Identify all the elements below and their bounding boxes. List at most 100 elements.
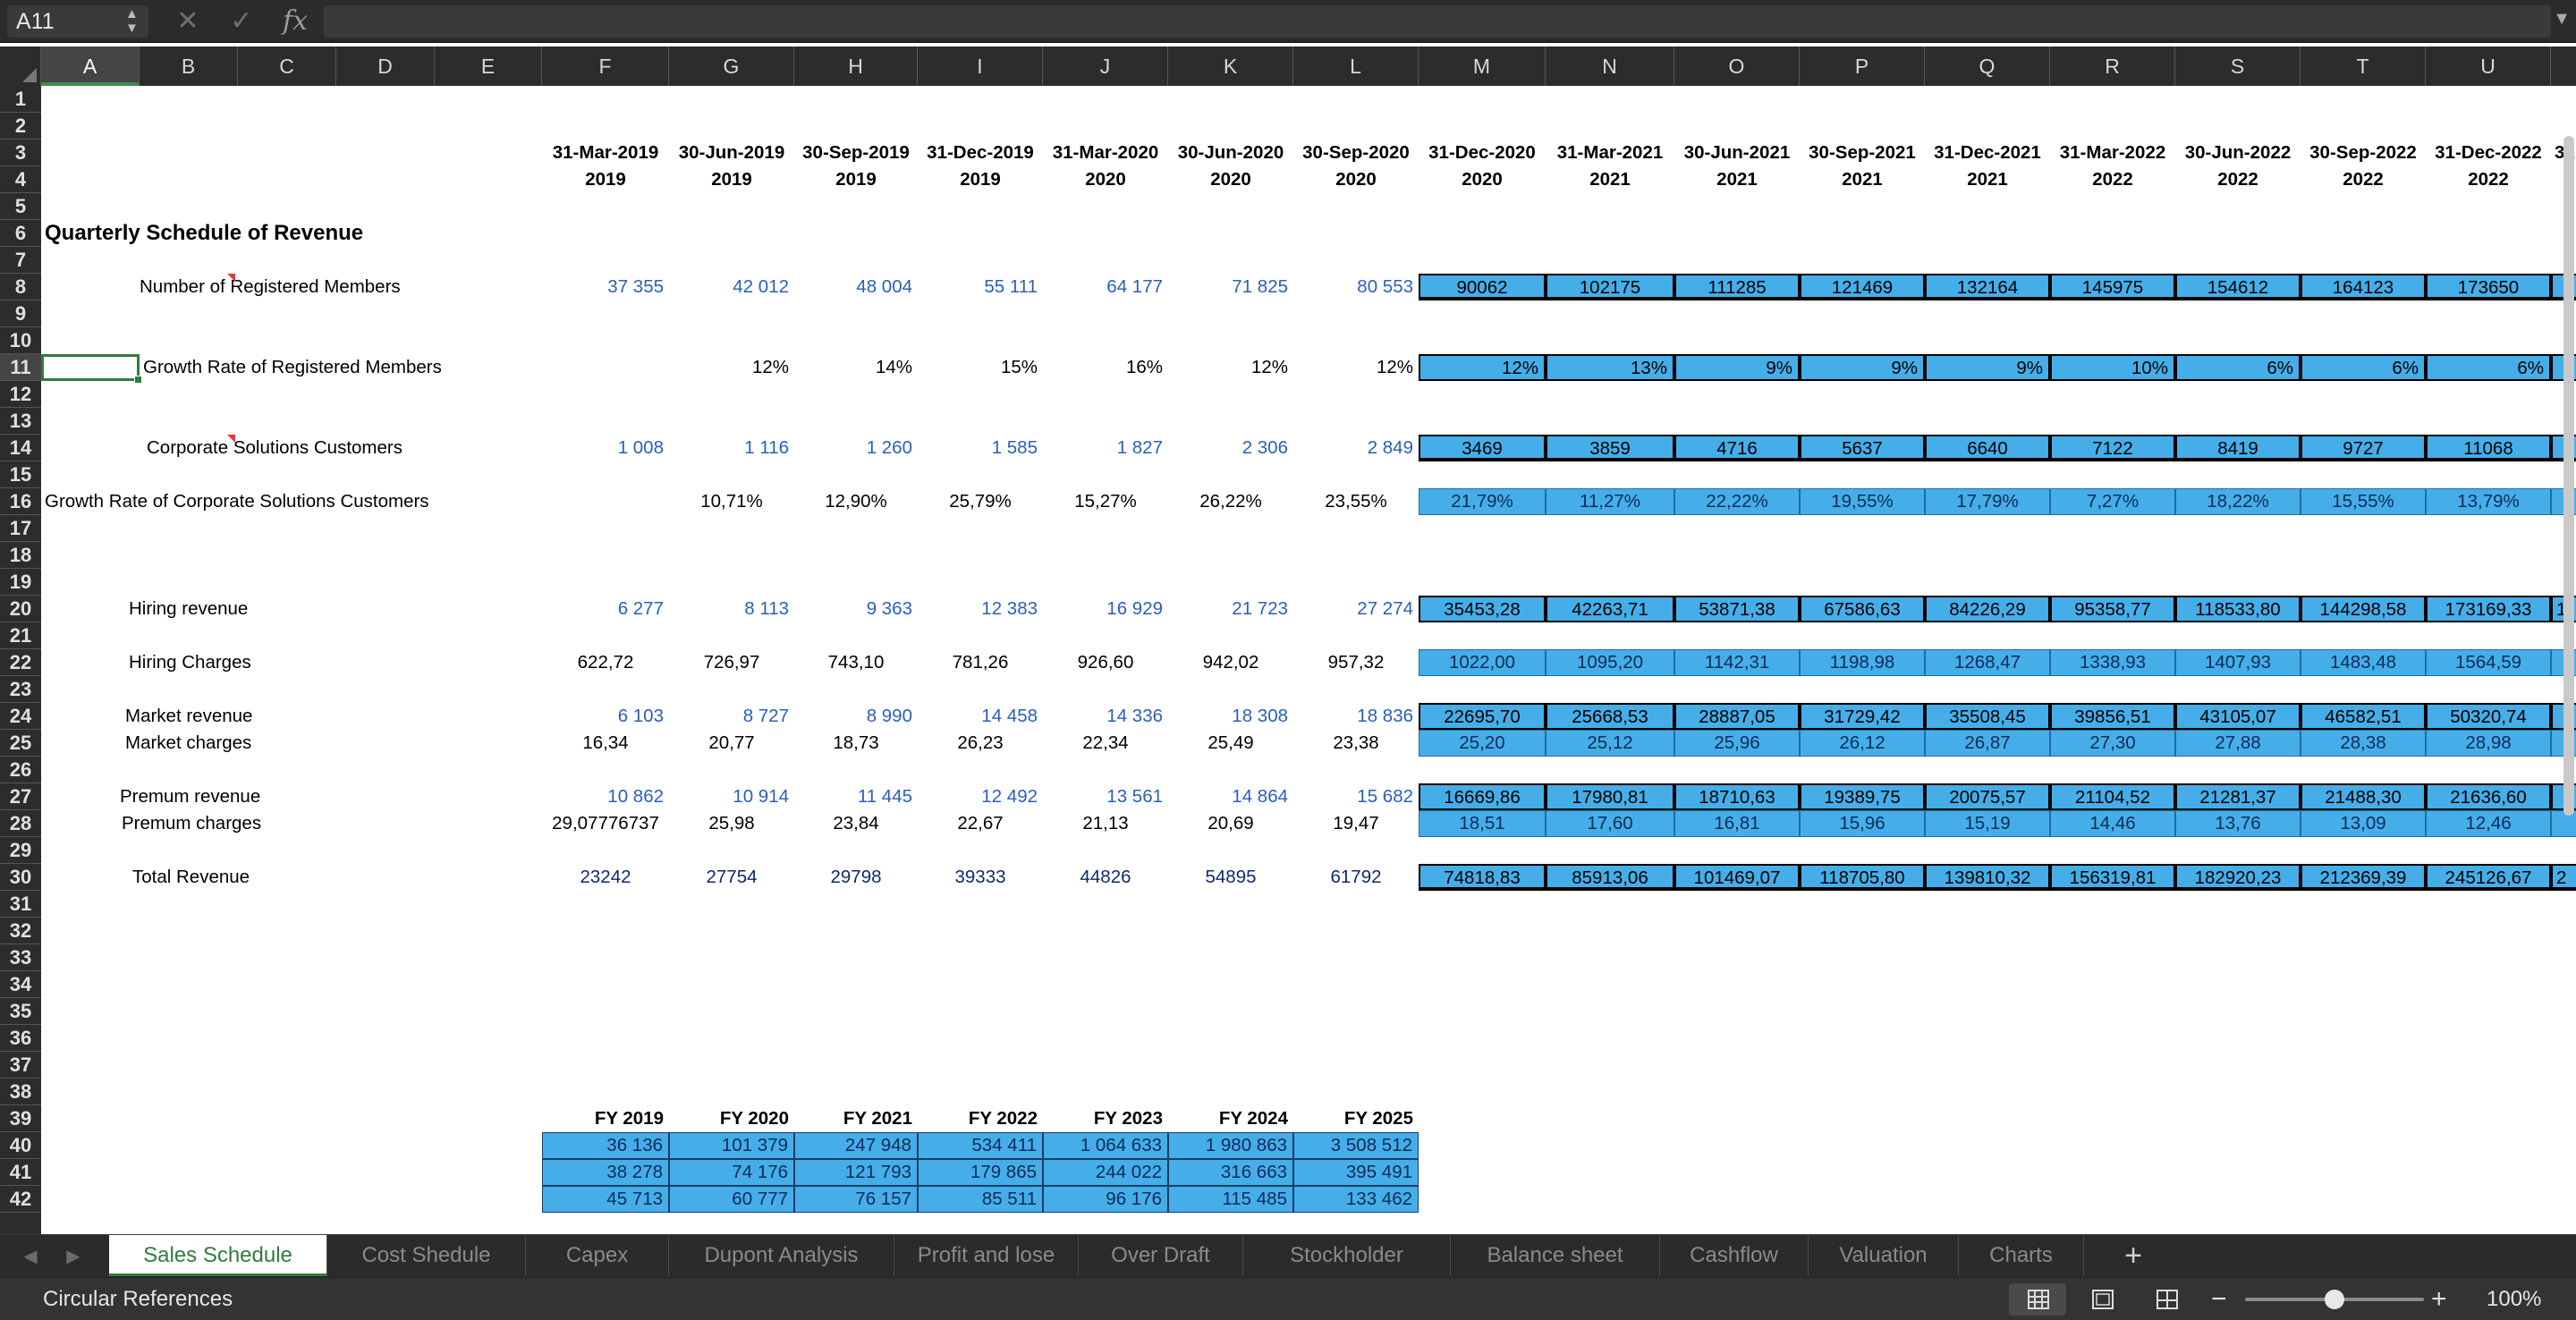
registered-cell[interactable]: 90062 (1419, 274, 1546, 300)
column-header-f[interactable]: F (542, 47, 669, 86)
fy-table-cell[interactable]: 96 176 (1043, 1186, 1168, 1213)
row-header-19[interactable]: 19 (0, 569, 41, 596)
row-header-23[interactable]: 23 (0, 676, 41, 703)
hiring-charges-cell[interactable]: 743,10 (827, 652, 885, 673)
year-header[interactable]: 2022 (2217, 169, 2258, 190)
hiring-charges-cell[interactable]: 1564,59 (2426, 649, 2551, 676)
year-header[interactable]: 2020 (1210, 169, 1251, 190)
premum-revenue-cell[interactable]: 14 864 (1232, 786, 1288, 807)
add-sheet-button[interactable]: + (2124, 1239, 2142, 1273)
market-charges-cell[interactable]: 25,96 (1674, 730, 1800, 757)
corporate-cell[interactable]: 7122 (2050, 435, 2175, 461)
growth-corporate-cell[interactable]: 12,90% (825, 491, 887, 512)
premum-charges-cell[interactable]: 17,60 (1546, 810, 1674, 837)
year-header[interactable]: 2022 (2343, 169, 2384, 190)
market-revenue-cell[interactable]: 14 336 (1106, 706, 1163, 726)
premum-revenue-cell[interactable]: 10 914 (733, 786, 789, 807)
growth-registered-cell[interactable]: 9% (1674, 354, 1800, 381)
tab-capex[interactable]: Capex (526, 1235, 669, 1276)
growth-registered-cell[interactable]: 10% (2050, 354, 2175, 381)
date-header[interactable]: 30-Sep-2020 (1302, 142, 1410, 163)
fy-table-cell[interactable]: 316 663 (1168, 1159, 1293, 1186)
fy-table-cell[interactable]: 85 511 (918, 1186, 1043, 1213)
premum-charges-cell[interactable]: 18,51 (1419, 810, 1546, 837)
hiring-revenue-cell[interactable]: 95358,77 (2050, 596, 2175, 622)
date-header[interactable]: 31-Mar-2022 (2059, 142, 2166, 163)
registered-cell[interactable]: 80 553 (1357, 276, 1413, 297)
market-revenue-cell[interactable]: 46582,51 (2301, 703, 2426, 730)
tab-scroll-left-icon[interactable]: ◀ (23, 1247, 38, 1266)
tab-balance-sheet[interactable]: Balance sheet (1451, 1235, 1660, 1276)
total-revenue-cell[interactable]: 29798 (830, 867, 882, 887)
hiring-charges-cell[interactable]: 1022,00 (1419, 649, 1546, 676)
column-header-b[interactable]: B (140, 47, 238, 86)
premum-revenue-cell[interactable]: 16669,86 (1419, 783, 1546, 810)
row-header-35[interactable]: 35 (0, 998, 41, 1025)
zoom-out-button[interactable]: − (2211, 1284, 2227, 1314)
fy-table-cell[interactable]: 1 064 633 (1043, 1132, 1168, 1159)
growth-registered-cell[interactable]: 12% (1376, 357, 1413, 377)
hiring-revenue-cell[interactable]: 173169,33 (2426, 596, 2551, 622)
column-header-s[interactable]: S (2175, 47, 2301, 86)
hiring-revenue-cell[interactable]: 118533,80 (2175, 596, 2301, 622)
growth-registered-cell[interactable]: 6% (2426, 354, 2551, 381)
market-charges-cell[interactable]: 26,12 (1800, 730, 1925, 757)
market-revenue-cell[interactable]: 18 308 (1232, 706, 1288, 726)
column-header-u[interactable]: U (2426, 47, 2551, 86)
market-charges-cell[interactable]: 26,87 (1925, 730, 2050, 757)
row-header-34[interactable]: 34 (0, 971, 41, 998)
column-header-r[interactable]: R (2050, 47, 2175, 86)
hiring-revenue-cell[interactable]: 27 274 (1357, 598, 1413, 619)
fy-table-cell[interactable]: 76 157 (794, 1186, 918, 1213)
premum-charges-cell[interactable]: 12,46 (2426, 810, 2551, 837)
growth-corporate-cell[interactable]: 23,55% (1325, 491, 1387, 512)
premum-charges-cell[interactable]: 19,47 (1333, 813, 1379, 833)
total-revenue-cell[interactable]: 245126,67 (2426, 864, 2551, 891)
premum-charges-cell[interactable]: 13,76 (2175, 810, 2301, 837)
row-header-20[interactable]: 20 (0, 596, 41, 622)
date-header[interactable]: 30-Jun-2020 (1177, 142, 1284, 163)
growth-corporate-cell[interactable]: 13,79% (2426, 488, 2551, 515)
premum-revenue-cell[interactable]: 19389,75 (1800, 783, 1925, 810)
date-header[interactable]: 31-Dec-2021 (1934, 142, 2041, 163)
market-revenue-cell[interactable]: 39856,51 (2050, 703, 2175, 730)
growth-corporate-cell[interactable]: 15,55% (2301, 488, 2426, 515)
premum-charges-cell[interactable]: 22,67 (957, 813, 1004, 833)
total-revenue-cell[interactable]: 85913,06 (1546, 864, 1674, 891)
premum-revenue-cell[interactable]: 13 561 (1106, 786, 1163, 807)
registered-cell[interactable]: 64 177 (1106, 276, 1163, 297)
row-header-24[interactable]: 24 (0, 703, 41, 730)
formula-input[interactable] (324, 5, 2551, 38)
row-header-27[interactable]: 27 (0, 783, 41, 810)
tab-scroll-right-icon[interactable]: ▶ (66, 1247, 80, 1266)
fy-table-cell[interactable]: 133 462 (1293, 1186, 1419, 1213)
fy-table-cell[interactable]: 247 948 (794, 1132, 918, 1159)
name-box[interactable]: A11 (7, 5, 148, 38)
page-break-view-button[interactable] (2138, 1283, 2195, 1316)
row-header-30[interactable]: 30 (0, 864, 41, 891)
date-header[interactable]: 31-Mar-2019 (552, 142, 659, 163)
fy-table-cell[interactable]: 534 411 (918, 1132, 1043, 1159)
row-header-7[interactable]: 7 (0, 247, 41, 274)
tab-valuation[interactable]: Valuation (1809, 1235, 1959, 1276)
row-header-41[interactable]: 41 (0, 1159, 41, 1186)
check-icon[interactable]: ✓ (230, 6, 253, 36)
growth-registered-cell[interactable]: 9% (1800, 354, 1925, 381)
hiring-revenue-cell[interactable]: 8 113 (744, 598, 789, 619)
row-header-13[interactable]: 13 (0, 408, 41, 435)
growth-registered-cell[interactable]: 15% (1000, 357, 1038, 377)
fy-table-cell[interactable]: 36 136 (542, 1132, 669, 1159)
column-header-n[interactable]: N (1546, 47, 1674, 86)
date-header[interactable]: 30-Sep-2019 (802, 142, 910, 163)
column-header-t[interactable]: T (2301, 47, 2426, 86)
registered-cell[interactable]: 37 355 (607, 276, 664, 297)
growth-registered-cell[interactable]: 13% (1546, 354, 1674, 381)
total-revenue-cell[interactable]: 212369,39 (2301, 864, 2426, 891)
column-header-g[interactable]: G (669, 47, 794, 86)
corporate-cell[interactable]: 4716 (1674, 435, 1800, 461)
corporate-cell[interactable]: 1 585 (991, 437, 1038, 458)
corporate-cell[interactable]: 1 116 (744, 437, 789, 458)
date-header[interactable]: 31-Dec-2022 (2435, 142, 2542, 163)
hiring-charges-cell[interactable]: 1198,98 (1800, 649, 1925, 676)
premum-revenue-cell[interactable]: 15 682 (1357, 786, 1413, 807)
